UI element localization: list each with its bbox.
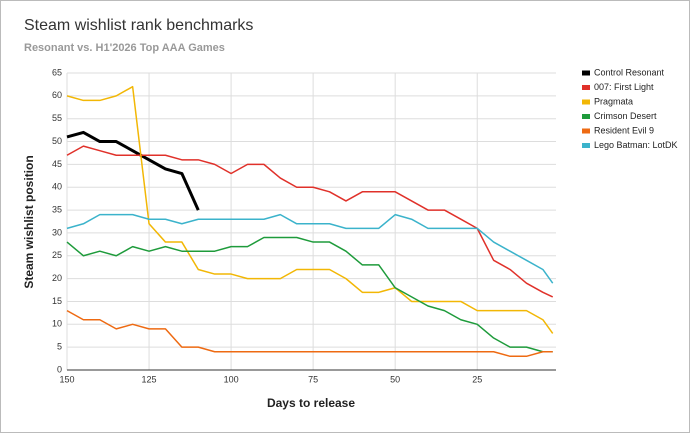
y-tick-label: 50 — [52, 136, 62, 146]
series-line — [66, 236, 553, 353]
legend-label: Crimson Desert — [594, 111, 657, 121]
legend-label: Pragmata — [594, 96, 633, 106]
series-line — [66, 213, 554, 284]
y-tick-label: 0 — [57, 364, 62, 374]
series-line — [66, 85, 554, 334]
x-tick-label: 50 — [390, 374, 400, 384]
chart-title: Steam wishlist rank benchmarks — [24, 17, 253, 34]
legend-label: Lego Batman: LotDK — [594, 140, 678, 150]
y-tick-label: 40 — [52, 182, 62, 192]
x-tick-label: 150 — [59, 374, 74, 384]
y-tick-label: 10 — [52, 319, 62, 329]
y-axis-label: Steam wishlist position — [22, 155, 36, 288]
series-line — [66, 130, 200, 211]
legend-swatch — [582, 128, 590, 134]
legend-swatch — [582, 143, 590, 148]
x-tick-label: 25 — [472, 374, 482, 384]
y-tick-label: 20 — [52, 273, 62, 283]
legend-label: Control Resonant — [594, 67, 665, 77]
y-tick-label: 25 — [52, 250, 62, 260]
y-tick-label: 60 — [52, 90, 62, 100]
y-tick-label: 30 — [52, 227, 62, 237]
legend-swatch — [582, 114, 590, 119]
y-tick-label: 55 — [52, 113, 62, 123]
y-tick-label: 65 — [52, 67, 62, 77]
legend-swatch — [582, 99, 590, 105]
x-axis-label: Days to release — [267, 396, 355, 410]
x-tick-label: 75 — [308, 374, 318, 384]
legend-label: Resident Evil 9 — [594, 125, 654, 135]
x-tick-label: 100 — [224, 374, 239, 384]
y-tick-label: 45 — [52, 159, 62, 169]
x-tick-label: 125 — [142, 374, 157, 384]
legend-swatch — [582, 85, 590, 90]
y-tick-label: 5 — [57, 342, 62, 352]
y-tick-label: 15 — [52, 296, 62, 306]
series-line — [66, 309, 553, 358]
legend-label: 007: First Light — [594, 82, 654, 92]
legend-swatch — [582, 70, 590, 76]
chart-subtitle: Resonant vs. H1'2026 Top AAA Games — [24, 42, 225, 54]
y-tick-label: 35 — [52, 204, 62, 214]
